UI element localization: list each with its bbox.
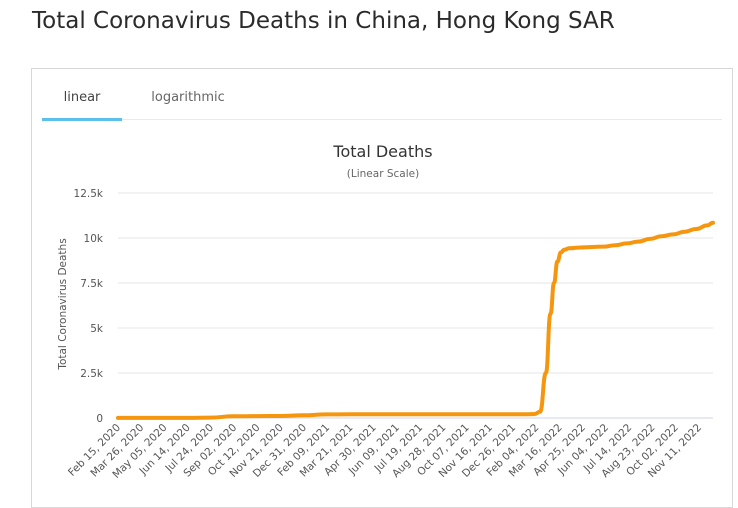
y-tick-label: 7.5k xyxy=(80,278,104,290)
y-tick-label: 12.5k xyxy=(74,188,104,200)
series-line-total-deaths[interactable] xyxy=(116,220,715,420)
y-tick-layer: 0 2.5k 5k 7.5k 10k 12.5k xyxy=(74,188,104,425)
chart-subtitle: (Linear Scale) xyxy=(347,168,419,180)
tab-linear[interactable]: linear xyxy=(42,69,122,121)
y-tick-label: 5k xyxy=(90,323,104,335)
page-title: Total Coronavirus Deaths in China, Hong … xyxy=(32,8,615,34)
chart-panel: linear logarithmic xyxy=(31,68,733,508)
y-tick-label: 2.5k xyxy=(80,368,104,380)
grid-layer xyxy=(118,192,713,419)
series-layer xyxy=(116,220,715,420)
scale-tabs: linear logarithmic xyxy=(42,69,722,121)
y-tick-label: 0 xyxy=(96,413,103,425)
y-axis-label: Total Coronavirus Deaths xyxy=(57,238,69,370)
chart-svg: Total Deaths (Linear Scale) Total Corona… xyxy=(57,142,715,481)
tab-logarithmic[interactable]: logarithmic xyxy=(151,90,225,105)
chart-title: Total Deaths xyxy=(332,142,432,161)
y-tick-label: 10k xyxy=(84,233,104,245)
